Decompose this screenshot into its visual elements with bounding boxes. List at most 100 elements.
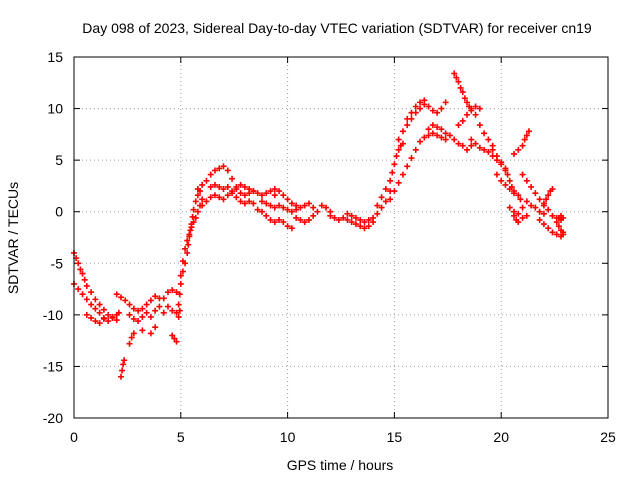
data-point (79, 291, 86, 298)
x-axis-label: GPS time / hours (287, 457, 394, 473)
data-point (233, 194, 240, 201)
data-point (408, 109, 415, 116)
data-point (276, 216, 283, 223)
data-point (267, 216, 274, 223)
data-point (189, 213, 196, 220)
data-point (207, 171, 214, 178)
data-point (211, 167, 218, 174)
data-point (92, 296, 99, 303)
data-point (451, 70, 458, 77)
data-point (83, 282, 90, 289)
data-point (502, 181, 509, 188)
data-point (83, 296, 90, 303)
data-point (485, 136, 492, 143)
data-point (515, 219, 522, 226)
data-point (190, 219, 197, 226)
data-point (115, 309, 122, 316)
data-point (468, 107, 475, 114)
data-point (536, 216, 543, 223)
y-tick-label: 15 (47, 49, 63, 65)
data-point (288, 200, 295, 207)
data-point (517, 196, 524, 203)
y-tick-labels: -20 -15 -10 -5 0 5 10 15 (43, 49, 63, 426)
data-point (241, 183, 248, 190)
data-point (83, 311, 90, 318)
data-point (152, 307, 159, 314)
data-point (412, 146, 419, 153)
data-point (521, 136, 528, 143)
data-point (130, 315, 137, 322)
data-point (493, 153, 500, 160)
data-point (92, 318, 99, 325)
data-point (560, 229, 567, 236)
data-point (553, 219, 560, 226)
data-point (459, 89, 466, 96)
data-point (417, 138, 424, 145)
data-point (250, 200, 257, 207)
data-point (143, 309, 150, 316)
data-point (293, 214, 300, 221)
data-point (135, 318, 142, 325)
data-point (169, 332, 176, 339)
x-tick-label: 20 (493, 429, 509, 445)
data-point (199, 202, 206, 209)
data-point (481, 130, 488, 137)
data-point (442, 136, 449, 143)
data-point (493, 171, 500, 178)
data-point (323, 204, 330, 211)
data-point (532, 204, 539, 211)
data-point (348, 212, 355, 219)
data-point (271, 219, 278, 226)
data-point (421, 134, 428, 141)
data-point (425, 132, 432, 139)
data-point (77, 266, 84, 273)
data-point (199, 196, 206, 203)
data-point (468, 142, 475, 149)
data-point (519, 204, 526, 211)
data-point (246, 186, 253, 193)
data-point (374, 202, 381, 209)
data-point (139, 313, 146, 320)
data-point (455, 140, 462, 147)
data-point (485, 148, 492, 155)
data-point (344, 210, 351, 217)
data-point (519, 214, 526, 221)
data-point (184, 249, 191, 256)
data-point (476, 144, 483, 151)
data-point (553, 231, 560, 238)
data-point (357, 216, 364, 223)
data-point (399, 128, 406, 135)
data-point (361, 219, 368, 226)
data-point (288, 208, 295, 215)
data-point (314, 208, 321, 215)
data-point (536, 196, 543, 203)
y-tick-label: -10 (43, 307, 63, 323)
data-point (391, 161, 398, 168)
data-point (348, 219, 355, 226)
data-point (519, 142, 526, 149)
data-point (184, 237, 191, 244)
data-point (117, 373, 124, 380)
data-point (395, 146, 402, 153)
data-point (318, 202, 325, 209)
y-axis-label: SDTVAR / TECUs (5, 182, 21, 294)
data-point (139, 305, 146, 312)
x-tick-label: 10 (280, 429, 296, 445)
y-tick-label: -15 (43, 358, 63, 374)
data-point (126, 340, 133, 347)
data-point (515, 146, 522, 153)
grid-lines (74, 57, 608, 418)
data-point (301, 219, 308, 226)
data-point (276, 188, 283, 195)
data-point (288, 225, 295, 232)
data-point (370, 214, 377, 221)
data-point (540, 200, 547, 207)
data-point (164, 289, 171, 296)
data-point (523, 132, 530, 139)
data-point (408, 155, 415, 162)
data-point (357, 223, 364, 230)
data-point (472, 111, 479, 118)
data-point (88, 289, 95, 296)
data-point (549, 229, 556, 236)
data-point (194, 186, 201, 193)
